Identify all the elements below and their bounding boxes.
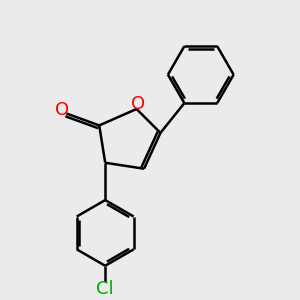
Text: O: O (131, 94, 145, 112)
Text: Cl: Cl (96, 280, 114, 298)
Text: O: O (55, 101, 69, 119)
